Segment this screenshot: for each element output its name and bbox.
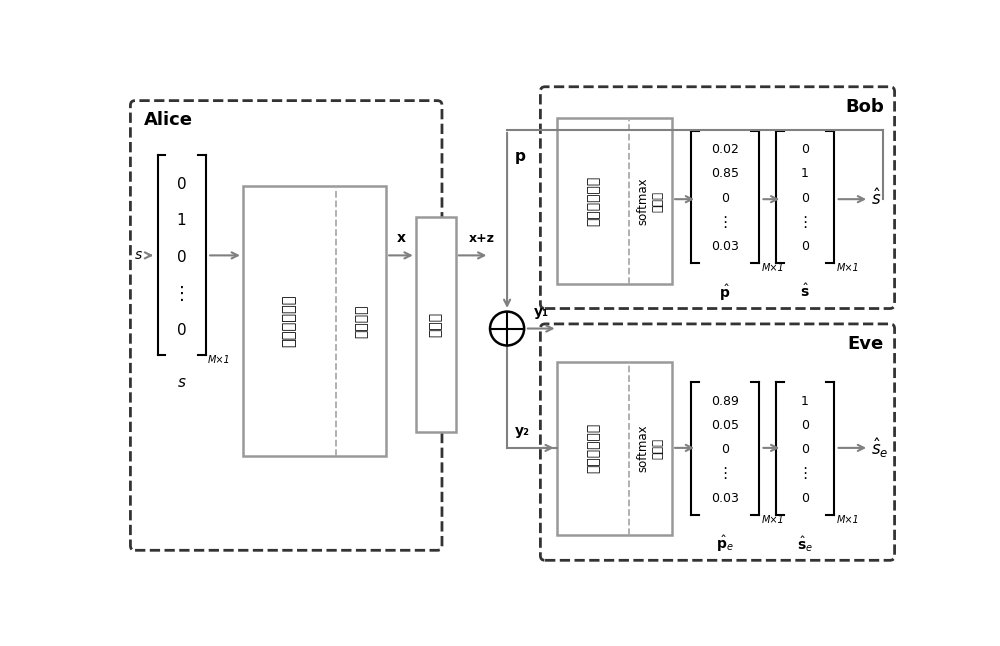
Text: 0.85: 0.85 [711, 167, 739, 180]
Text: ⋮: ⋮ [717, 214, 732, 230]
Text: 1: 1 [177, 213, 186, 228]
Text: M×1: M×1 [761, 515, 784, 525]
Text: softmax
激活层: softmax 激活层 [636, 177, 664, 225]
Text: 0: 0 [801, 492, 809, 505]
FancyBboxPatch shape [243, 186, 386, 455]
Text: ⋮: ⋮ [797, 214, 813, 230]
Text: $\hat{\mathbf{s}}_e$: $\hat{\mathbf{s}}_e$ [797, 534, 813, 554]
Text: 0: 0 [801, 443, 809, 456]
Text: 1: 1 [801, 167, 809, 180]
Text: 噪声层: 噪声层 [429, 312, 443, 337]
Text: 多层神经网络: 多层神经网络 [282, 295, 297, 347]
Text: x: x [396, 231, 405, 245]
Text: 0: 0 [801, 240, 809, 253]
Text: 0.89: 0.89 [711, 395, 739, 408]
Text: $\hat{\mathbf{p}}_e$: $\hat{\mathbf{p}}_e$ [716, 534, 734, 554]
Text: ⋮: ⋮ [797, 466, 813, 481]
Text: ⋮: ⋮ [717, 466, 732, 481]
Text: 1: 1 [801, 395, 809, 408]
FancyBboxPatch shape [557, 362, 672, 535]
Text: M×1: M×1 [761, 263, 784, 273]
Text: x+z: x+z [468, 233, 494, 245]
Circle shape [490, 311, 524, 346]
Text: s: s [135, 249, 142, 262]
FancyBboxPatch shape [557, 118, 672, 284]
Text: M×1: M×1 [836, 515, 859, 525]
Text: 归一化层: 归一化层 [354, 304, 368, 338]
Text: 0.03: 0.03 [711, 240, 739, 253]
Text: 0.02: 0.02 [711, 143, 739, 156]
Text: Alice: Alice [144, 111, 193, 129]
Text: 0: 0 [177, 250, 186, 265]
Text: $\hat{s}$: $\hat{s}$ [871, 189, 881, 209]
Text: 0: 0 [801, 143, 809, 156]
Text: softmax
激活层: softmax 激活层 [636, 424, 664, 472]
FancyBboxPatch shape [130, 101, 442, 550]
Text: $\hat{s}_e$: $\hat{s}_e$ [871, 436, 888, 460]
FancyBboxPatch shape [416, 217, 456, 432]
FancyBboxPatch shape [540, 87, 895, 309]
Text: 0: 0 [177, 322, 186, 337]
Text: 0: 0 [721, 443, 729, 456]
Text: $\hat{\mathbf{p}}$: $\hat{\mathbf{p}}$ [719, 282, 730, 302]
Text: 多层神经网络: 多层神经网络 [586, 176, 600, 226]
Text: 0: 0 [801, 419, 809, 432]
Text: Eve: Eve [847, 335, 884, 353]
Text: Bob: Bob [845, 98, 884, 116]
Text: M×1: M×1 [208, 355, 231, 366]
Text: M×1: M×1 [836, 263, 859, 273]
Text: p: p [515, 149, 526, 164]
FancyBboxPatch shape [540, 324, 895, 560]
Text: 0: 0 [177, 177, 186, 192]
Text: ⋮: ⋮ [173, 285, 191, 302]
Text: 0.03: 0.03 [711, 492, 739, 505]
Text: $\hat{\mathbf{s}}$: $\hat{\mathbf{s}}$ [800, 282, 810, 300]
Text: s: s [178, 375, 186, 390]
Text: 多层神经网络: 多层神经网络 [586, 423, 600, 474]
Text: y₁: y₁ [533, 304, 549, 318]
Text: y₂: y₂ [515, 424, 530, 438]
Text: 0: 0 [801, 192, 809, 205]
Text: 0.05: 0.05 [711, 419, 739, 432]
Text: 0: 0 [721, 192, 729, 205]
